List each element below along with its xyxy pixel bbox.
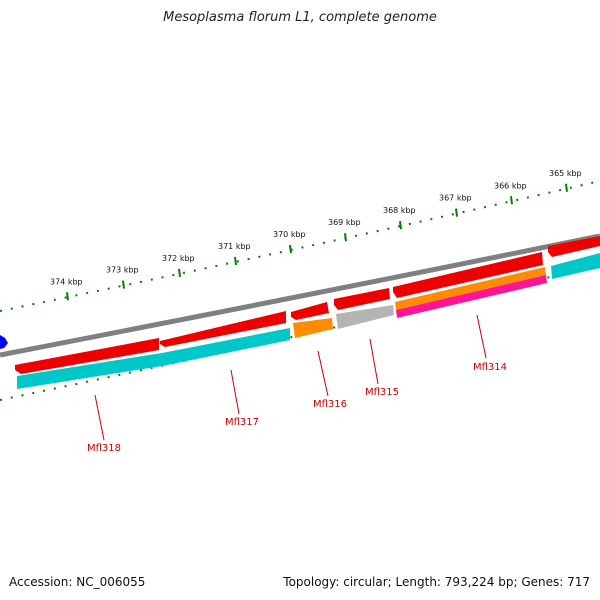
scale-tick-367 xyxy=(455,208,458,217)
scale-tick-368 xyxy=(399,220,402,230)
scale-tick-370 xyxy=(289,245,292,254)
scale-tick-label-369: 369 kbp xyxy=(328,218,361,227)
start-marker-icon xyxy=(0,335,8,349)
genome-backbone xyxy=(0,233,600,358)
scale-tick-373 xyxy=(122,280,125,289)
scale-tick-374 xyxy=(66,292,69,301)
scale-tick-371 xyxy=(234,256,237,266)
scale-tick-365 xyxy=(565,183,568,192)
gene-label-mfl317: Mfl317 xyxy=(225,417,259,428)
gene-arrow-next xyxy=(548,236,600,257)
scale-tick-label-366: 366 kbp xyxy=(494,181,527,190)
category-bar-next xyxy=(551,253,600,279)
gene-arrow-mfl315 xyxy=(334,288,390,310)
scale-tick-label-370: 370 kbp xyxy=(273,230,306,239)
category-bar-mfl316 xyxy=(293,318,333,338)
gene-label-mfl318: Mfl318 xyxy=(87,443,121,454)
category-bar-mfl317 xyxy=(162,328,290,366)
gene-label-mfl316: Mfl316 xyxy=(313,399,347,410)
gene-arrow-mfl316 xyxy=(291,302,329,320)
category-bar-mfl315 xyxy=(336,305,394,329)
scale-tick-label-365: 365 kbp xyxy=(549,169,582,178)
scale-tick-label-367: 367 kbp xyxy=(439,194,472,203)
scale-tick-372 xyxy=(178,268,181,278)
map-title: Mesoplasma florum L1, complete genome xyxy=(163,10,437,25)
scale-tick-369 xyxy=(344,233,347,242)
gene-arrow-mfl314 xyxy=(393,252,543,298)
gene-label-mfl315: Mfl315 xyxy=(365,387,399,398)
category-bar-mfl314-bottom xyxy=(396,275,547,318)
gene-arrow-mfl318 xyxy=(15,338,159,374)
accession-text: Accession: NC_006055 xyxy=(9,575,146,589)
genome-info-text: Topology: circular; Length: 793,224 bp; … xyxy=(283,575,590,589)
scale-tick-label-374: 374 kbp xyxy=(50,277,83,286)
scale-tick-label-372: 372 kbp xyxy=(162,254,195,263)
gene-labels: Mfl318 Mfl317 Mfl316 Mfl315 Mfl314 xyxy=(87,314,507,454)
scale-tick-label-371: 371 kbp xyxy=(218,242,251,251)
category-bar-mfl314-top xyxy=(395,267,546,310)
gene-arrow-mfl317 xyxy=(160,311,286,347)
scale-tick-label-368: 368 kbp xyxy=(383,206,416,215)
category-bar-mfl318 xyxy=(17,353,162,389)
scale-tick-label-373: 373 kbp xyxy=(106,266,139,275)
scale-ticks: 374 kbp 373 kbp 372 kbp 371 kbp 370 kbp 369 k… xyxy=(50,169,582,301)
category-track xyxy=(17,253,600,389)
scale-tick-366 xyxy=(510,196,513,205)
cds-track xyxy=(15,236,600,374)
gene-label-mfl314: Mfl314 xyxy=(473,362,507,373)
